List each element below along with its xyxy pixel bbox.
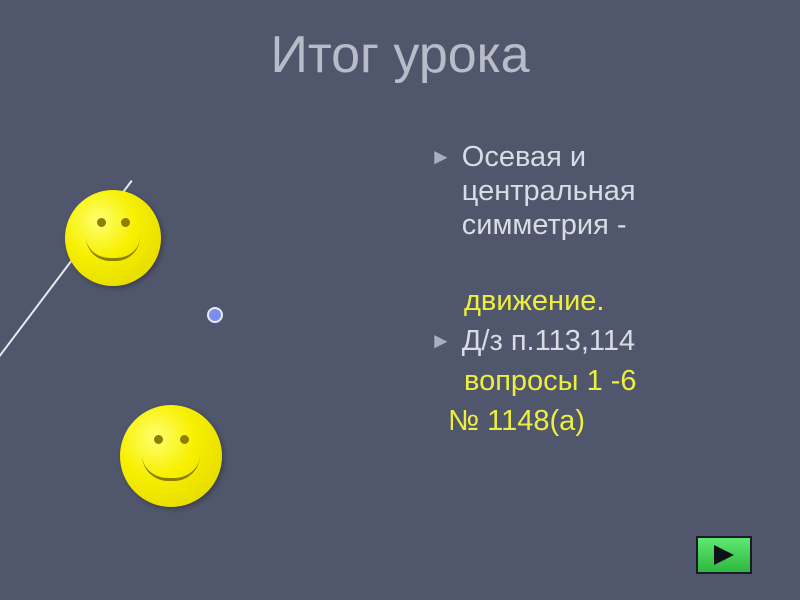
questions-line: вопросы 1 -6 — [430, 364, 775, 398]
motion-text: движение. — [464, 284, 604, 318]
bullet-line: центральная — [462, 174, 636, 208]
slide-title: Итог урока — [0, 25, 800, 85]
smiley-bottom — [120, 405, 222, 507]
questions-text: вопросы 1 -6 — [464, 364, 637, 398]
number-line: № 1148(а) — [430, 404, 775, 438]
content-panel: ► Осевая и центральная симметрия - движе… — [430, 140, 775, 444]
bullet-item-homework: ► Д/з п.113,114 — [430, 324, 775, 358]
bullet-mark-icon: ► — [430, 140, 452, 174]
smiley-top — [65, 190, 161, 286]
next-slide-button[interactable] — [696, 536, 752, 574]
number-text: № 1148(а) — [448, 404, 585, 438]
bullet-line: симметрия - — [462, 208, 636, 242]
bullet-item-symmetry: ► Осевая и центральная симметрия - — [430, 140, 775, 242]
bullet-line: Осевая и — [462, 140, 636, 174]
hw-text: Д/з п.113,114 — [462, 324, 635, 358]
play-forward-icon — [712, 544, 736, 566]
motion-line: движение. — [430, 284, 775, 318]
symmetry-illustration — [45, 170, 385, 510]
bullet-mark-icon: ► — [430, 324, 452, 358]
center-point — [207, 307, 223, 323]
